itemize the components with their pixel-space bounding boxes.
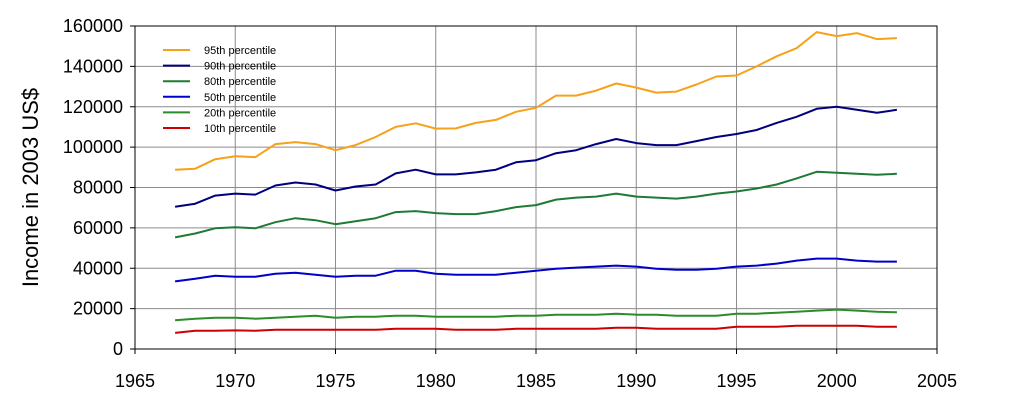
legend-entry: 80th percentile	[204, 76, 276, 88]
y-tick-label: 80000	[73, 178, 123, 198]
x-tick-label: 1985	[516, 371, 556, 391]
x-tick-label: 1975	[315, 371, 355, 391]
y-tick-label: 0	[113, 339, 123, 359]
y-tick-label: 100000	[63, 137, 123, 157]
series-line-95th-percentile	[175, 31, 897, 171]
legend-entry: 95th percentile	[204, 45, 276, 57]
y-tick-label: 120000	[63, 97, 123, 117]
legend-entry: 50th percentile	[204, 92, 276, 104]
series-line-10th-percentile	[174, 324, 897, 334]
x-tick-label: 1965	[115, 371, 155, 391]
y-axis-label: Income in 2003 US$	[18, 88, 43, 287]
grid	[134, 25, 938, 350]
y-tick-label: 20000	[73, 299, 123, 319]
x-tick-label: 2000	[817, 371, 857, 391]
legend-entry: 20th percentile	[204, 107, 276, 119]
y-axis-ticks: 0 20000 40000 60000 80000 100000 120000 140000 1…	[63, 16, 135, 359]
legend: 95th percentile 90th percentile 80th perce…	[163, 45, 276, 135]
x-tick-label: 1990	[616, 371, 656, 391]
y-tick-label: 140000	[63, 56, 123, 76]
x-tick-label: 2005	[917, 371, 957, 391]
series-line-80th-percentile	[174, 170, 897, 239]
legend-entry: 90th percentile	[204, 61, 276, 73]
series-line-90th-percentile	[174, 105, 898, 208]
legend-entry: 10th percentile	[204, 123, 276, 135]
x-tick-label: 1970	[215, 371, 255, 391]
series-lines	[174, 31, 898, 334]
x-tick-label: 1980	[416, 371, 456, 391]
series-line-50th-percentile	[174, 257, 897, 283]
x-tick-label: 1995	[716, 371, 756, 391]
series-line-20th-percentile	[175, 308, 897, 322]
y-tick-label: 40000	[73, 258, 123, 278]
x-axis-ticks: 1965 1970 1975 1980 1985 1990 1995 2000 2005	[115, 349, 957, 391]
y-tick-label: 160000	[63, 16, 123, 36]
y-tick-label: 60000	[73, 218, 123, 238]
